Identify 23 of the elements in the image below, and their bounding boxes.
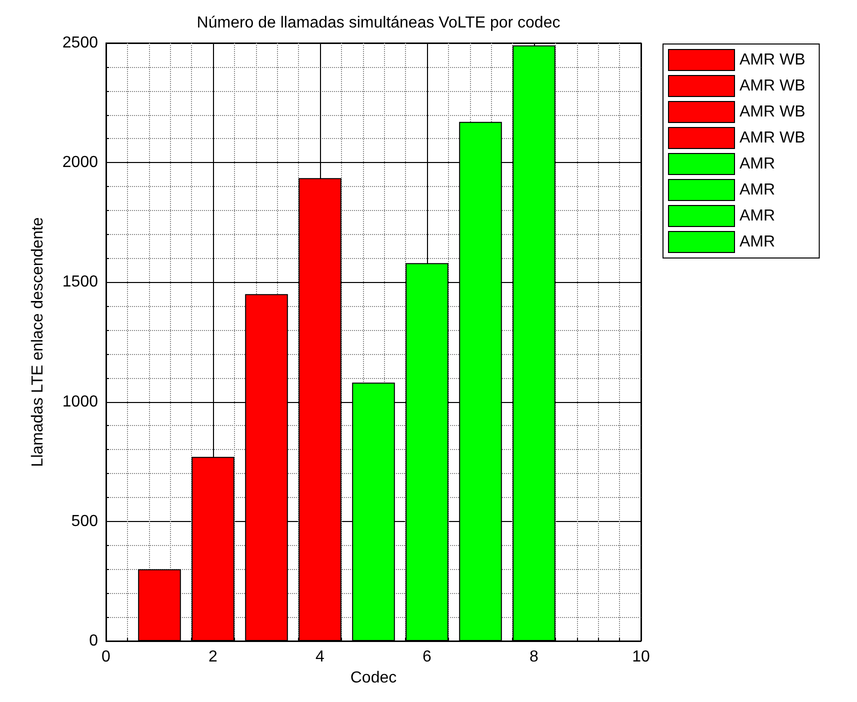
legend-label: AMR WB <box>740 130 806 146</box>
legend-label: AMR WB <box>740 52 806 68</box>
y-tick-label: 1500 <box>62 274 98 291</box>
x-tick-label: 2 <box>208 648 218 666</box>
y-tick-label: 500 <box>71 512 98 530</box>
chart-title: Número de llamadas simultáneas VoLTE por codec <box>196 14 560 32</box>
y-tick-label: 0 <box>89 632 98 650</box>
legend-label: AMR <box>740 234 776 250</box>
x-tick-label: 6 <box>422 648 432 666</box>
y-tick-label: 1000 <box>62 393 98 410</box>
legend-label: AMR WB <box>740 104 806 120</box>
x-axis-title: Codec <box>350 669 397 686</box>
y-tick-label: 2000 <box>62 154 98 172</box>
y-axis-title: Llamadas LTE enlace descendente <box>30 217 46 467</box>
x-tick-label: 0 <box>102 648 111 666</box>
legend-label: AMR <box>740 182 776 198</box>
x-tick-label: 10 <box>632 648 650 666</box>
y-tick-label: 2500 <box>62 34 98 52</box>
x-tick-label: 8 <box>530 648 539 666</box>
legend-label: AMR <box>740 156 776 172</box>
legend-label: AMR <box>740 208 776 224</box>
x-tick-label: 4 <box>316 648 325 666</box>
legend-label: AMR WB <box>740 78 806 94</box>
